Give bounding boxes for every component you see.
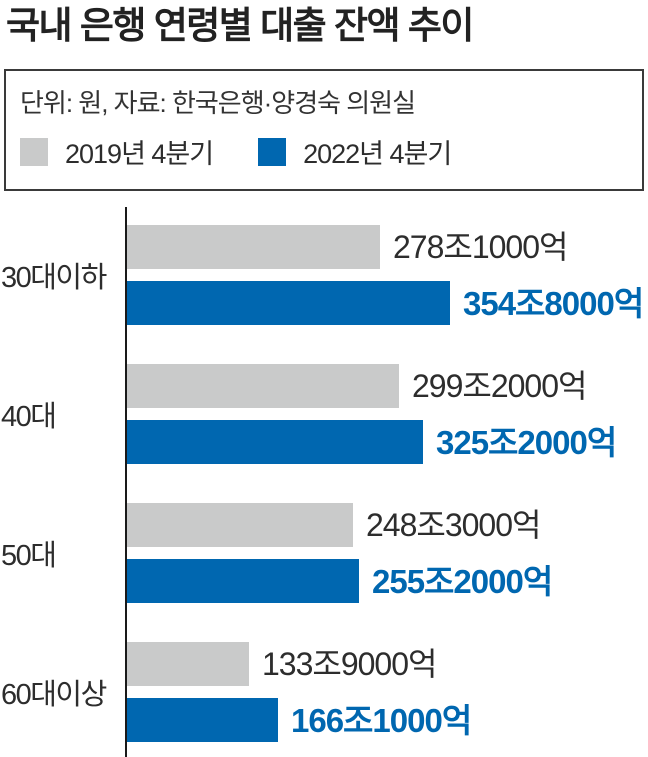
category-label: 40대 — [1, 401, 57, 434]
bar-2019 — [127, 225, 380, 270]
chart-group-60s-over: 60대이상 133조9000억 166조1000억 — [0, 642, 648, 743]
value-label-2022: 255조2000억 — [372, 562, 553, 600]
bar-row-2019: 248조3000억 — [127, 503, 648, 548]
legend-label-2019: 2019년 4분기 — [65, 139, 214, 170]
value-label-2019: 299조2000억 — [412, 368, 587, 405]
bar-row-2022: 166조1000억 — [127, 698, 648, 743]
y-axis-line — [125, 207, 127, 757]
category-label: 50대 — [1, 540, 57, 573]
chart-group-50s: 50대 248조3000억 255조2000억 — [0, 503, 648, 604]
category-label: 30대이하 — [1, 262, 107, 295]
legend-box: 단위: 원, 자료: 한국은행·양경숙 의원실 2019년 4분기 2022년 … — [4, 69, 644, 192]
legend-label-2022: 2022년 4분기 — [303, 139, 452, 170]
bar-chart: 30대이하 278조1000억 354조8000억 40대 299조2000억 … — [0, 207, 648, 757]
value-label-2019: 248조3000억 — [366, 507, 541, 544]
bar-row-2019: 299조2000억 — [127, 364, 648, 409]
legend-swatch-2019 — [20, 137, 48, 166]
category-label: 60대이상 — [1, 679, 107, 712]
bar-row-2019: 278조1000억 — [127, 225, 648, 270]
bar-2019 — [127, 642, 249, 687]
bar-2022 — [127, 281, 450, 326]
chart-title: 국내 은행 연령별 대출 잔액 추이 — [6, 5, 474, 46]
value-label-2022: 354조8000억 — [463, 284, 644, 322]
bar-row-2019: 133조9000억 — [127, 642, 648, 687]
bar-row-2022: 255조2000억 — [127, 559, 648, 604]
value-label-2019: 133조9000억 — [262, 646, 437, 683]
bar-row-2022: 325조2000억 — [127, 420, 648, 465]
value-label-2019: 278조1000억 — [393, 229, 568, 266]
bar-2022 — [127, 559, 359, 604]
bar-2019 — [127, 364, 399, 409]
bar-2022 — [127, 420, 423, 465]
legend-row: 2019년 4분기 2022년 4분기 — [20, 132, 626, 171]
unit-source-note: 단위: 원, 자료: 한국은행·양경숙 의원실 — [20, 88, 416, 119]
bar-2022 — [127, 698, 278, 743]
chart-group-40s: 40대 299조2000억 325조2000억 — [0, 364, 648, 465]
value-label-2022: 325조2000억 — [436, 423, 617, 461]
value-label-2022: 166조1000억 — [291, 701, 472, 739]
legend-swatch-2022 — [258, 137, 287, 166]
bar-row-2022: 354조8000억 — [127, 281, 648, 326]
bar-2019 — [127, 503, 353, 548]
chart-group-30s-under: 30대이하 278조1000억 354조8000억 — [0, 225, 648, 326]
